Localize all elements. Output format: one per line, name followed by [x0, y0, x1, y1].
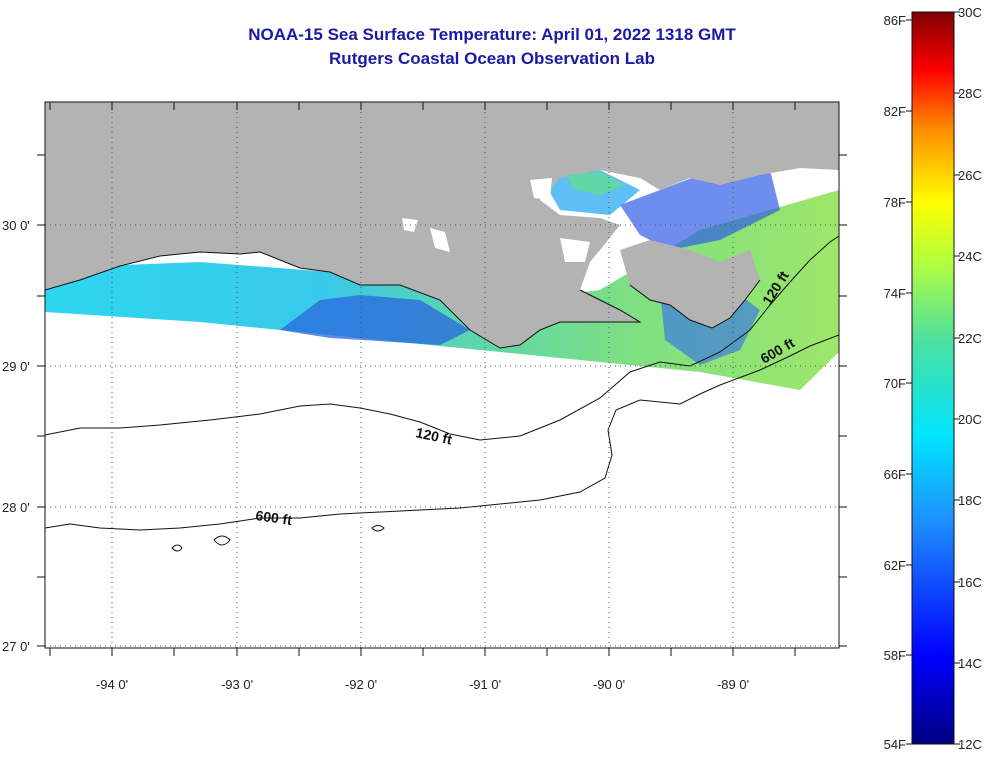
- plot-frame: [44, 101, 840, 649]
- lon-label: -89 0': [717, 677, 749, 692]
- inland-water: [530, 178, 552, 200]
- colorbar-c-label: 24C: [958, 249, 982, 264]
- colorbar-c-label: 14C: [958, 656, 982, 671]
- colorbar-c-label: 30C: [958, 5, 982, 20]
- colorbar-c-label: 16C: [958, 575, 982, 590]
- colorbar-f-label: 58F: [884, 648, 906, 663]
- colorbar-f-label: 78F: [884, 195, 906, 210]
- contour-120ft: [45, 235, 839, 441]
- colorbar-f-label: 70F: [884, 376, 906, 391]
- lat-label: 30 0': [2, 218, 30, 233]
- contour-label-600: 600 ft: [255, 507, 294, 528]
- contour-island: [371, 525, 385, 532]
- contour-island: [213, 535, 231, 546]
- colorbar: [911, 11, 955, 745]
- lon-label: -92 0': [345, 677, 377, 692]
- contour-label-120: 120 ft: [414, 424, 453, 447]
- colorbar-f-label: 62F: [884, 558, 906, 573]
- colorbar-ticks: [906, 11, 960, 745]
- axis-ticks: [37, 102, 847, 656]
- lat-label: 28 0': [2, 500, 30, 515]
- gridlines: [45, 102, 839, 648]
- land-mass: [45, 102, 839, 348]
- contour-island: [171, 544, 183, 552]
- inland-water: [560, 238, 590, 262]
- land-delta: [620, 240, 760, 328]
- lon-label: -93 0': [221, 677, 253, 692]
- colorbar-f-label: 54F: [884, 737, 906, 752]
- colorbar-f-label: 82F: [884, 104, 906, 119]
- colorbar-c-label: 26C: [958, 168, 982, 183]
- lon-label: -90 0': [593, 677, 625, 692]
- colorbar-c-label: 12C: [958, 737, 982, 752]
- colorbar-c-label: 18C: [958, 493, 982, 508]
- lat-label: 27 0': [2, 639, 30, 654]
- sst-swath: [45, 190, 839, 390]
- coastline: [45, 251, 761, 349]
- colorbar-f-label: 66F: [884, 467, 906, 482]
- colorbar-f-label: 86F: [884, 13, 906, 28]
- colorbar-c-label: 22C: [958, 331, 982, 346]
- inland-water: [430, 228, 450, 252]
- lon-label: -91 0': [469, 677, 501, 692]
- sst-cool-patch: [280, 295, 470, 345]
- inland-water: [565, 172, 625, 195]
- colorbar-f-label: 74F: [884, 286, 906, 301]
- lat-label: 29 0': [2, 359, 30, 374]
- map-title: NOAA-15 Sea Surface Temperature: April 0…: [248, 25, 736, 44]
- map-subtitle: Rutgers Coastal Ocean Observation Lab: [329, 49, 655, 68]
- lon-label: -94 0': [96, 677, 128, 692]
- contour-600ft: [45, 334, 839, 531]
- colorbar-c-label: 20C: [958, 412, 982, 427]
- colorbar-c-label: 28C: [958, 86, 982, 101]
